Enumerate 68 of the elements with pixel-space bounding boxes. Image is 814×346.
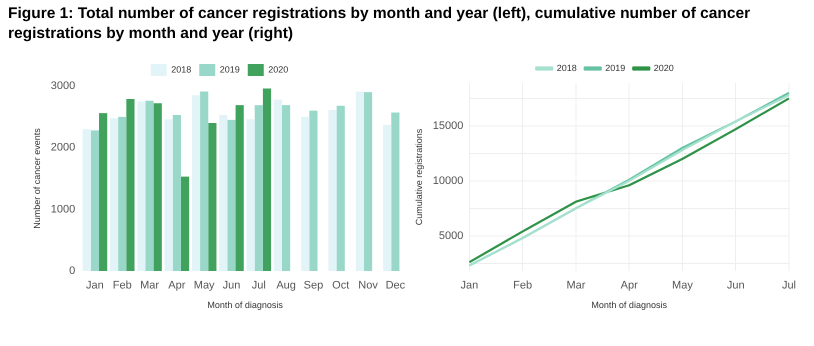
bar <box>219 114 228 271</box>
x-tick-label: Jun <box>726 280 745 292</box>
bar <box>145 100 154 271</box>
legend-label: 2018 <box>556 62 577 73</box>
bar <box>236 105 244 271</box>
y-tick-label: 1000 <box>50 203 76 216</box>
bar <box>154 103 162 271</box>
x-axis-title: Month of diagnosis <box>591 300 668 310</box>
x-tick-label: Jan <box>86 280 104 292</box>
chart-title: Figure 1: Total number of cancer registrations by month and year (left), cumulative number of cancer registrations by month and year (right) <box>8 4 752 44</box>
bar <box>364 92 372 271</box>
x-tick-label: May <box>672 280 694 292</box>
y-tick-label: 10000 <box>432 174 464 187</box>
bar <box>126 98 135 271</box>
x-tick-label: Aug <box>276 280 296 292</box>
x-tick-label: Sep <box>304 280 324 292</box>
bar <box>110 118 118 271</box>
bar <box>391 112 400 271</box>
bar <box>356 92 364 271</box>
bar <box>99 113 108 271</box>
x-axis-title: Month of diagnosis <box>207 300 284 310</box>
bar <box>118 116 126 271</box>
bar <box>301 116 310 271</box>
x-tick-label: Apr <box>168 280 186 292</box>
bar <box>309 110 318 271</box>
x-tick-label: Jul <box>252 280 266 292</box>
bar <box>227 120 236 271</box>
legend-label: 2019 <box>605 62 626 73</box>
legend-label: 2020 <box>654 62 674 73</box>
y-tick-label: 3000 <box>50 80 76 92</box>
y-tick-label: 5000 <box>438 230 464 242</box>
x-tick-label: Jan <box>460 280 478 292</box>
bar <box>180 176 190 271</box>
x-tick-label: Dec <box>386 280 406 292</box>
bar <box>383 124 392 271</box>
x-tick-label: Feb <box>513 280 532 292</box>
bar <box>328 110 337 271</box>
legend-label: 2020 <box>268 64 288 74</box>
legend-label: 2019 <box>220 64 240 74</box>
bar <box>282 105 290 271</box>
y-axis-title: Cumulative registrations <box>414 128 424 226</box>
bar <box>200 92 208 271</box>
bar <box>262 88 272 271</box>
bar <box>336 106 345 271</box>
y-tick-label: 0 <box>69 265 76 278</box>
bar <box>82 129 91 271</box>
x-tick-label: Mar <box>140 280 160 292</box>
legend-label: 2018 <box>171 64 192 74</box>
bar <box>192 95 200 271</box>
x-tick-label: May <box>194 280 216 292</box>
x-tick-label: Oct <box>332 280 350 292</box>
x-tick-label: Jul <box>782 280 796 292</box>
bar <box>137 101 146 271</box>
bar <box>172 114 181 271</box>
x-tick-label: Jun <box>222 280 240 292</box>
bar <box>254 105 263 271</box>
x-tick-label: Apr <box>620 280 638 292</box>
bar <box>90 130 100 271</box>
x-tick-label: Nov <box>358 280 378 292</box>
y-axis-title: Number of cancer events <box>32 128 42 229</box>
x-tick-label: Feb <box>112 280 132 292</box>
y-tick-label: 15000 <box>432 120 464 132</box>
bar <box>164 119 173 271</box>
bar <box>274 100 282 271</box>
bar <box>246 119 255 271</box>
x-tick-label: Mar <box>566 280 586 292</box>
y-tick-label: 2000 <box>50 142 76 154</box>
bar <box>208 123 216 271</box>
